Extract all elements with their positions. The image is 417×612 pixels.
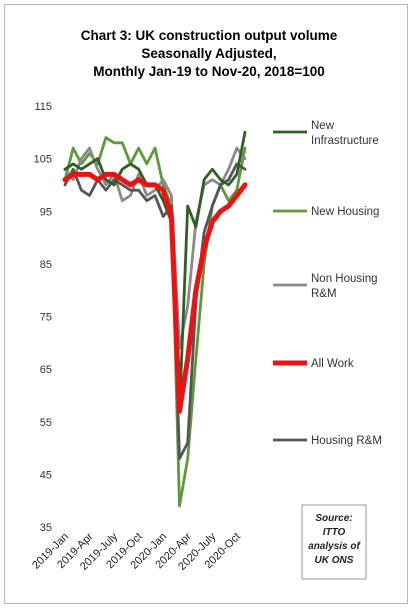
chart-title-line-3: Monthly Jan-19 to Nov-20, 2018=100 <box>93 64 324 79</box>
source-note-box <box>301 504 367 580</box>
x-axis: 2019-Jan2019-Apr2019-July2019-Oct2020-Ja… <box>30 530 243 573</box>
source-note: Source: ITTO analysis of UK ONS <box>301 504 367 580</box>
series-line-non-housing-randm <box>63 146 247 350</box>
source-note-line-2: ITTO <box>323 527 346 538</box>
legend-label-new-infrastructure: Infrastructure <box>311 135 379 147</box>
source-note-line-1: Source: <box>315 513 352 524</box>
y-tick-label: 95 <box>40 206 52 218</box>
series-line-housing-randm <box>63 162 247 461</box>
source-note-line-4: UK ONS <box>315 555 354 566</box>
legend-label-housing-randm: Housing R&M <box>311 435 382 447</box>
chart-frame: Chart 3: UK construction output volume S… <box>4 4 408 604</box>
y-tick-label: 55 <box>40 417 52 429</box>
legend: New Infrastructure New Housing Non Housing R… <box>273 120 382 447</box>
chart-title: Chart 3: UK construction output volume S… <box>81 28 338 79</box>
y-tick-label: 35 <box>40 522 52 534</box>
legend-label-new-housing: New Housing <box>311 206 379 218</box>
chart-title-line-2: Seasonally Adjusted, <box>141 46 276 61</box>
y-tick-label: 45 <box>40 469 52 481</box>
chart-svg: Chart 3: UK construction output volume S… <box>30 28 382 580</box>
y-tick-label: 65 <box>40 364 52 376</box>
chart-title-line-1: Chart 3: UK construction output volume <box>81 28 338 43</box>
legend-label-all-work: All Work <box>311 358 354 370</box>
y-tick-label: 85 <box>40 259 52 271</box>
legend-label-new-infrastructure: New <box>311 120 335 132</box>
legend-label-non-housing-randm: R&M <box>311 288 337 300</box>
y-tick-label: 75 <box>40 312 52 324</box>
y-tick-label: 105 <box>34 154 52 166</box>
plot-area <box>62 130 248 508</box>
source-note-line-3: analysis of <box>308 541 361 552</box>
y-axis: 115 105 95 85 75 65 55 45 35 <box>34 101 52 534</box>
series-line-all-work <box>62 171 248 414</box>
legend-label-non-housing-randm: Non Housing <box>311 273 377 285</box>
y-tick-label: 115 <box>34 101 52 113</box>
